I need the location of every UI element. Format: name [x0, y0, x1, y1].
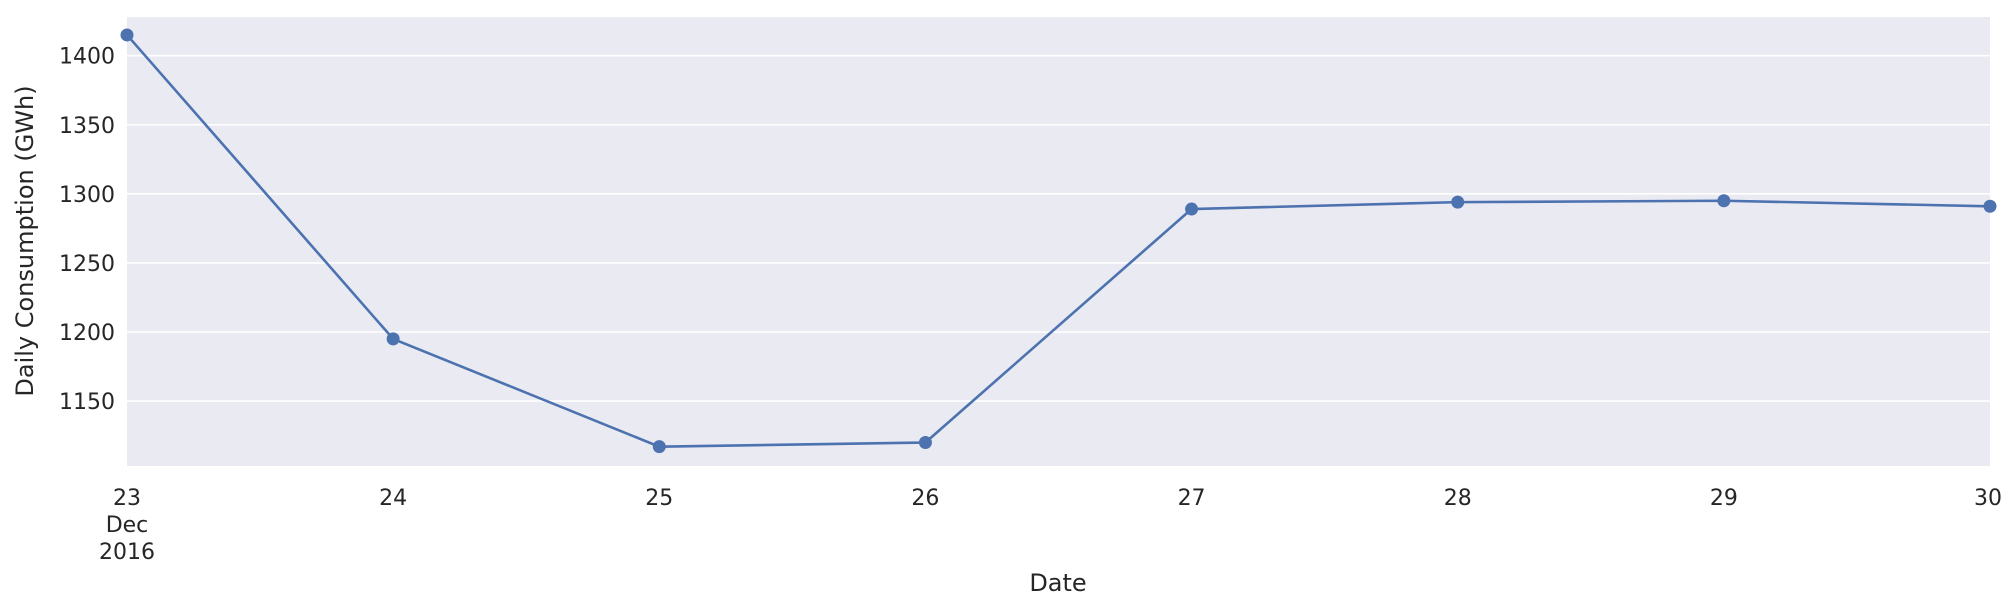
data-point — [386, 332, 400, 346]
y-tick-label: 1150 — [59, 390, 115, 415]
x-axis-label: Date — [1029, 569, 1086, 597]
data-point — [918, 436, 932, 450]
y-tick-label: 1250 — [59, 252, 115, 277]
x-tick-label: 26 — [911, 486, 939, 511]
x-tick-month-label: Dec — [106, 513, 149, 538]
y-tick-label: 1200 — [59, 321, 115, 346]
series-layer — [120, 28, 1997, 454]
x-tick-label: 30 — [1974, 486, 2002, 511]
data-point — [652, 440, 666, 454]
series-line — [126, 34, 1991, 448]
plot-background — [127, 17, 1990, 466]
x-tick-label: 23 — [113, 486, 141, 511]
y-tick-label: 1300 — [59, 183, 115, 208]
data-point — [1717, 194, 1731, 208]
y-tick-label: 1400 — [59, 45, 115, 70]
x-tick-year-label: 2016 — [99, 540, 155, 565]
y-tick-label: 1350 — [59, 114, 115, 139]
y-axis-label: Daily Consumption (GWh) — [11, 85, 39, 396]
data-point — [1451, 195, 1465, 209]
x-tick-label: 24 — [379, 486, 407, 511]
data-point — [1185, 202, 1199, 216]
data-point — [1983, 199, 1997, 213]
data-point — [120, 28, 134, 42]
x-tick-label: 29 — [1710, 486, 1738, 511]
x-tick-label: 28 — [1444, 486, 1472, 511]
grid-lines — [127, 54, 1990, 402]
y-tick-labels: 1150 1200 1250 1300 1350 1400 — [59, 45, 115, 415]
x-tick-label: 25 — [645, 486, 673, 511]
x-tick-label: 27 — [1178, 486, 1206, 511]
